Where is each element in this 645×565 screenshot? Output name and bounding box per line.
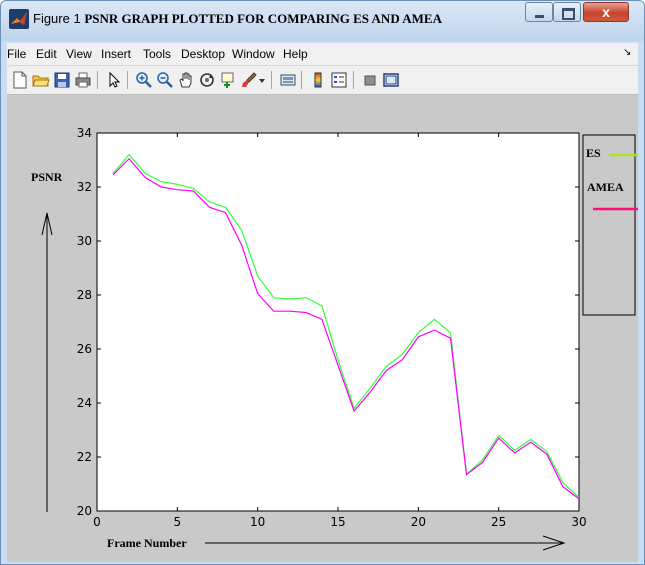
open-folder-icon[interactable] (32, 71, 50, 89)
y-tick-label: 32 (77, 180, 92, 194)
x-tick-label: 10 (250, 515, 265, 529)
x-axis-arrow-icon (542, 535, 566, 551)
rotate-3d-icon[interactable] (198, 71, 216, 89)
x-tick-label: 15 (330, 515, 345, 529)
toolbar-separator (301, 71, 302, 89)
axis-ticks (96, 132, 580, 512)
psnr-chart: 0 5 10 15 20 25 30 20 22 24 26 28 30 32 34 PSNR Frame … (31, 126, 638, 551)
menu-insert[interactable]: Insert (101, 47, 132, 61)
series-line-es (112, 153, 580, 498)
menu-tools[interactable]: Tools (143, 47, 172, 61)
print-icon[interactable] (74, 71, 92, 89)
toolbar-separator (97, 71, 98, 89)
matlab-logo-icon (9, 9, 29, 29)
y-tick-label: 20 (77, 504, 92, 518)
minimize-button[interactable] (525, 2, 553, 22)
menu-view[interactable]: View (66, 47, 92, 61)
toolbar-separator (271, 71, 272, 89)
y-axis-label: PSNR (31, 170, 63, 184)
legend-label-amea: AMEA (587, 180, 624, 194)
close-icon: x (602, 4, 610, 20)
toolbar (7, 65, 638, 95)
toolbar-separator (127, 71, 128, 89)
y-tick-label: 30 (77, 234, 92, 248)
menu-help[interactable]: Help (283, 47, 308, 61)
menu-bar: File Edit View Insert Tools Desktop Wind… (7, 43, 638, 65)
menu-edit[interactable]: Edit (36, 47, 57, 61)
dock-arrow-icon[interactable]: ↘ (623, 47, 632, 58)
new-file-icon[interactable] (11, 71, 29, 89)
x-tick-label: 25 (491, 515, 506, 529)
figure-caption: PSNR GRAPH PLOTTED FOR COMPARING ES AND … (84, 11, 442, 26)
legend: ES AMEA (582, 134, 638, 316)
figure-canvas: 0 5 10 15 20 25 30 20 22 24 26 28 30 32 34 PSNR Frame … (7, 95, 638, 562)
save-icon[interactable] (53, 71, 71, 89)
zoom-out-icon[interactable] (156, 71, 174, 89)
plot-area (96, 132, 580, 512)
title-bar[interactable]: Figure 1 PSNR GRAPH PLOTTED FOR COMPARIN… (1, 1, 644, 41)
legend-box (582, 134, 636, 316)
pointer-arrow-icon[interactable] (105, 71, 123, 89)
menu-desktop[interactable]: Desktop (181, 47, 226, 61)
x-tick-label: 20 (411, 515, 426, 529)
x-tick-label: 5 (174, 515, 182, 529)
close-button[interactable]: x (583, 2, 629, 22)
figure-label: Figure 1 (33, 11, 81, 26)
y-axis-arrow-icon (41, 212, 53, 236)
maximize-button[interactable] (553, 2, 581, 22)
x-tick-label: 30 (571, 515, 586, 529)
brush-dropdown-icon[interactable] (257, 71, 267, 89)
legend-icon[interactable] (330, 71, 348, 89)
hide-plot-tools-icon[interactable] (361, 71, 379, 89)
menu-file[interactable]: File (7, 47, 27, 61)
y-tick-label: 24 (77, 396, 92, 410)
link-plot-icon[interactable] (279, 71, 297, 89)
brush-icon[interactable] (240, 71, 258, 89)
window-title: Figure 1 PSNR GRAPH PLOTTED FOR COMPARIN… (33, 11, 442, 27)
pan-hand-icon[interactable] (177, 71, 195, 89)
y-tick-label: 28 (77, 288, 92, 302)
y-tick-label: 34 (77, 126, 92, 140)
zoom-in-icon[interactable] (135, 71, 153, 89)
y-tick-label: 22 (77, 450, 92, 464)
series-line-amea (112, 157, 580, 500)
show-plot-tools-icon[interactable] (382, 71, 400, 89)
x-axis-label: Frame Number (107, 536, 187, 550)
menu-window[interactable]: Window (232, 47, 275, 61)
legend-label-es: ES (586, 146, 601, 160)
series-lines (112, 153, 580, 500)
tick-labels: 0 5 10 15 20 25 30 20 22 24 26 28 30 32 34 (77, 126, 587, 529)
y-tick-label: 26 (77, 342, 92, 356)
x-tick-label: 0 (93, 515, 101, 529)
toolbar-separator (353, 71, 354, 89)
data-cursor-icon[interactable] (219, 71, 237, 89)
colorbar-icon[interactable] (309, 71, 327, 89)
